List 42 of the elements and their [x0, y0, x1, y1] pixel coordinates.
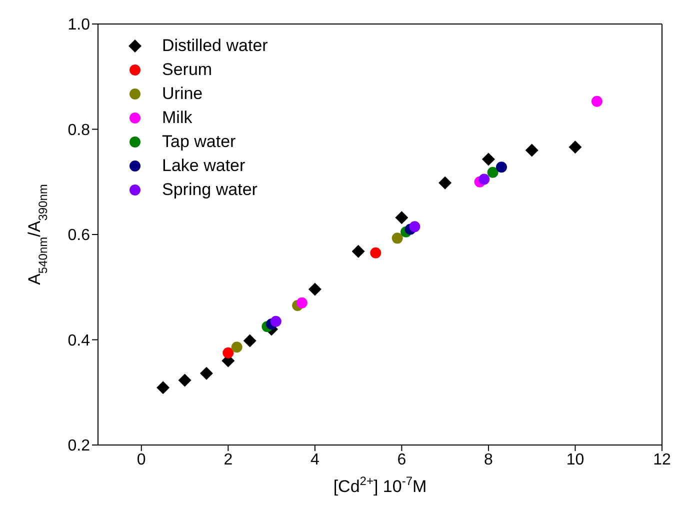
point [496, 162, 507, 173]
point [409, 221, 420, 232]
point [200, 366, 213, 380]
legend-label: Tap water [162, 131, 236, 153]
y-tick-label: 0.2 [68, 438, 90, 455]
point [482, 152, 495, 166]
point [438, 176, 452, 190]
point [352, 244, 365, 258]
legend-label: Lake water [162, 155, 246, 177]
point [308, 282, 322, 296]
point [392, 232, 403, 244]
legend-label: Milk [162, 107, 192, 129]
point [478, 174, 490, 185]
point [296, 297, 308, 308]
point [178, 374, 192, 387]
point [231, 342, 242, 353]
x-tick-label: 8 [484, 451, 494, 468]
point [591, 96, 602, 107]
point [270, 316, 282, 327]
x-tick-label: 4 [310, 451, 320, 468]
legend-label: Serum [162, 59, 212, 81]
x-tick-label: 6 [397, 451, 406, 468]
x-tick-label: 12 [653, 451, 671, 468]
y-tick-label: 0.6 [68, 227, 90, 244]
x-axis-title: [Cd$^{2+}$] 10$^{-7}$M [333, 474, 427, 496]
y-tick-label: 1.0 [68, 16, 90, 34]
point [395, 211, 408, 224]
legend-label: Distilled water [162, 35, 268, 57]
point [222, 347, 234, 358]
point [156, 381, 170, 394]
x-tick-label: 0 [136, 451, 146, 468]
point [370, 247, 382, 258]
point [243, 334, 256, 348]
x-tick-label: 10 [566, 451, 584, 468]
y-tick-label: 0.8 [68, 122, 90, 139]
legend-label: Urine [162, 83, 203, 105]
x-tick-label: 2 [224, 451, 233, 468]
point [487, 166, 498, 178]
point [568, 140, 582, 154]
y-tick-label: 0.4 [68, 332, 90, 350]
legend-label: Spring water [162, 179, 258, 201]
point [525, 144, 538, 157]
